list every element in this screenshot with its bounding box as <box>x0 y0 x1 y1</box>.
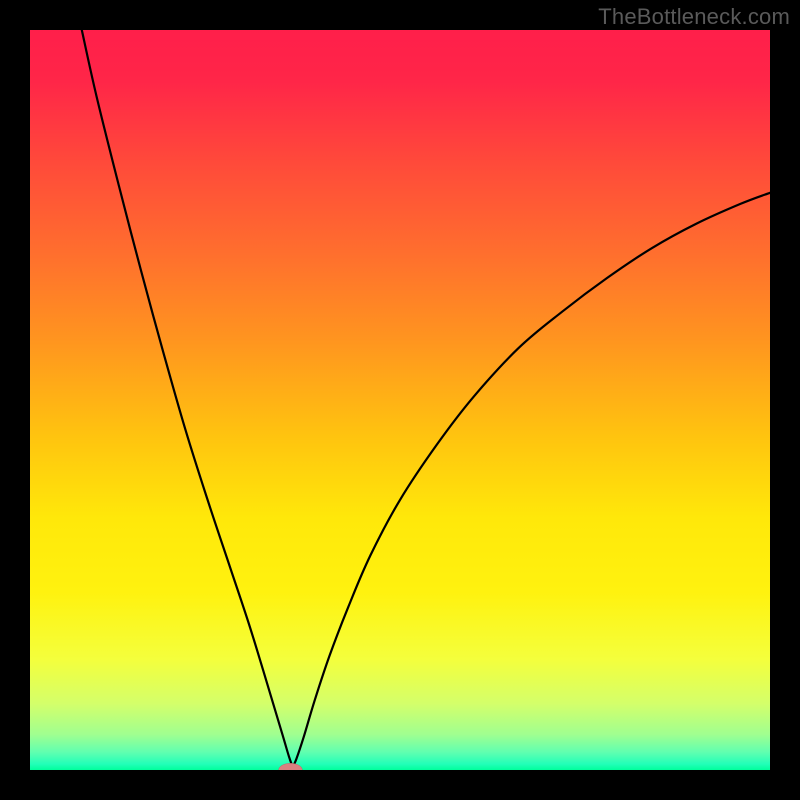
watermark-text: TheBottleneck.com <box>598 4 790 30</box>
chart-frame: TheBottleneck.com <box>0 0 800 800</box>
bottleneck-chart <box>0 0 800 800</box>
chart-background <box>30 30 770 770</box>
